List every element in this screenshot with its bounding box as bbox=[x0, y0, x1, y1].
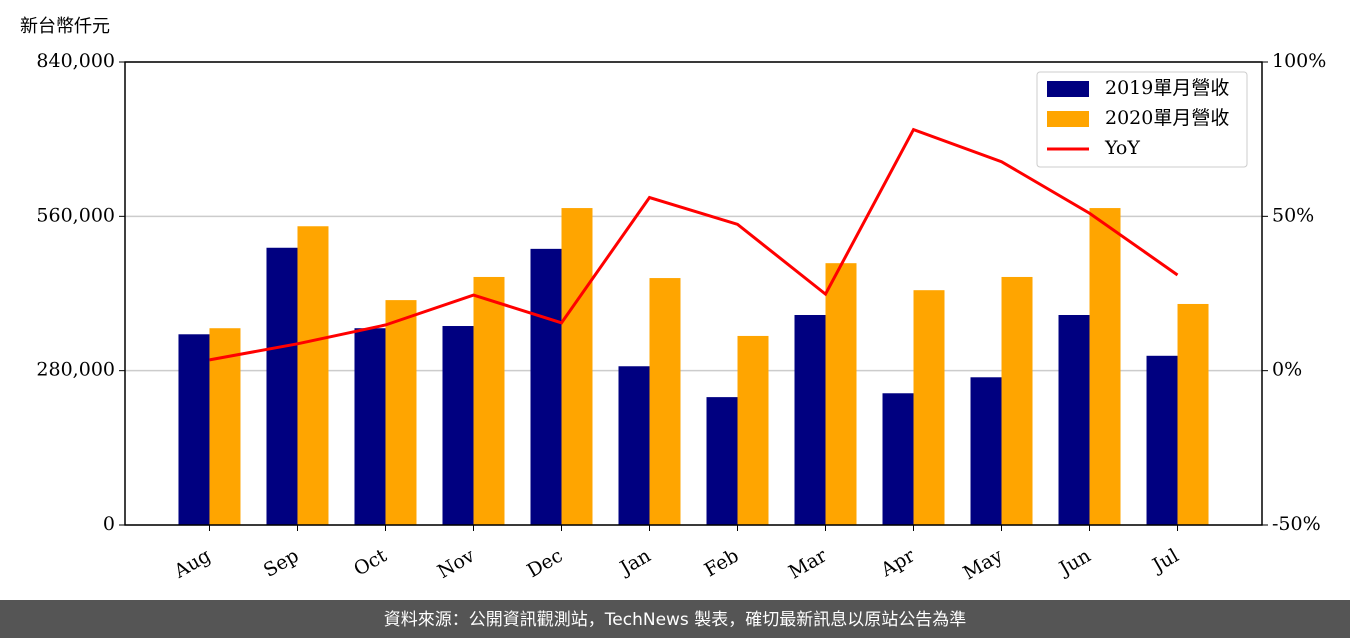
legend-label: 2019單月營收 bbox=[1105, 77, 1229, 99]
bar bbox=[825, 263, 857, 525]
bar bbox=[1001, 276, 1033, 525]
bar bbox=[737, 335, 769, 525]
legend-swatch bbox=[1047, 81, 1089, 97]
legend-swatch bbox=[1047, 111, 1089, 127]
x-tick-label: Jun bbox=[1054, 545, 1095, 581]
y2-tick-label: -50% bbox=[1272, 513, 1321, 535]
y2-tick-label: 50% bbox=[1272, 204, 1314, 226]
y2-tick-label: 100% bbox=[1272, 50, 1326, 72]
y-tick-label: 280,000 bbox=[36, 359, 115, 381]
yoy-line bbox=[209, 127, 1179, 362]
legend-label: YoY bbox=[1104, 137, 1140, 159]
bar bbox=[385, 300, 417, 525]
x-tick-label: Feb bbox=[701, 545, 743, 582]
bar bbox=[561, 208, 593, 525]
legend-box bbox=[1036, 71, 1248, 168]
x-tick-label: Dec bbox=[523, 545, 566, 583]
bar bbox=[297, 226, 329, 525]
bar bbox=[970, 377, 1002, 525]
bar bbox=[1177, 303, 1209, 525]
x-tick-label: Nov bbox=[434, 544, 479, 583]
x-tick-label: Jul bbox=[1147, 545, 1182, 578]
source-note: 資料來源：公開資訊觀測站，TechNews 製表，確切最新訊息以原站公告為準 bbox=[384, 610, 966, 630]
bar bbox=[473, 276, 505, 525]
bar bbox=[1058, 314, 1090, 525]
bar bbox=[1089, 208, 1121, 525]
x-tick-label: Mar bbox=[785, 544, 831, 583]
bar bbox=[794, 314, 826, 525]
bar bbox=[649, 278, 681, 525]
bar bbox=[354, 328, 386, 525]
x-tick-label: May bbox=[960, 544, 1007, 584]
plot-frame bbox=[124, 61, 1263, 526]
y-tick-label: 840,000 bbox=[36, 50, 115, 72]
footer-bar bbox=[0, 600, 1350, 638]
bar bbox=[209, 328, 241, 525]
bar bbox=[1146, 355, 1178, 525]
x-tick-label: Apr bbox=[876, 544, 919, 581]
y-axis-label: 新台幣仟元 bbox=[20, 16, 110, 37]
x-tick-label: Aug bbox=[170, 545, 215, 584]
bar bbox=[706, 397, 738, 525]
y-tick-label: 560,000 bbox=[36, 204, 115, 226]
x-tick-label: Jan bbox=[615, 545, 655, 581]
y-tick-label: 0 bbox=[103, 513, 115, 535]
x-tick-label: Sep bbox=[260, 545, 303, 582]
bar bbox=[442, 326, 474, 525]
y2-tick-label: 0% bbox=[1272, 359, 1302, 381]
bar bbox=[266, 247, 298, 525]
bar bbox=[882, 393, 914, 525]
legend-label: 2020單月營收 bbox=[1105, 107, 1229, 129]
bar bbox=[913, 290, 945, 525]
bar bbox=[618, 366, 650, 525]
x-tick-label: Oct bbox=[350, 544, 391, 580]
bar bbox=[178, 334, 210, 525]
bar bbox=[530, 248, 562, 525]
